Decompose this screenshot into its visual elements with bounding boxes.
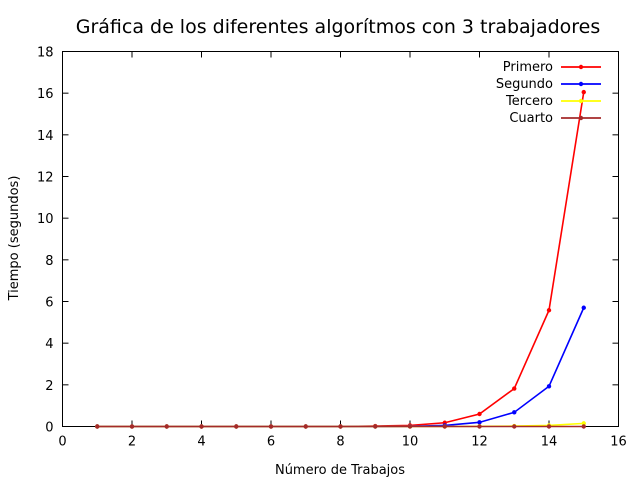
data-point-cuarto xyxy=(546,424,552,429)
x-tick-label: 4 xyxy=(197,435,205,450)
data-point-cuarto xyxy=(268,424,274,429)
x-tick-label: 14 xyxy=(541,435,558,450)
data-point-cuarto xyxy=(477,424,482,429)
x-tick-label: 8 xyxy=(336,435,344,450)
legend-marker-cuarto xyxy=(578,115,584,121)
x-tick-label: 6 xyxy=(267,435,275,450)
series-line-segundo xyxy=(97,307,585,428)
x-tick-label: 12 xyxy=(471,435,488,450)
data-point-tercero xyxy=(581,421,586,426)
data-point-cuarto xyxy=(164,424,169,429)
data-point-cuarto xyxy=(129,424,135,429)
data-point-cuarto xyxy=(512,424,517,429)
y-tick-label: 14 xyxy=(37,129,54,144)
series-line-primero xyxy=(97,91,585,428)
data-point-cuarto xyxy=(407,424,413,429)
data-point-primero xyxy=(477,411,482,417)
legend-label-primero: Primero xyxy=(503,60,553,75)
data-point-cuarto xyxy=(338,424,343,429)
y-tick-label: 2 xyxy=(45,379,53,394)
data-point-cuarto xyxy=(373,424,378,429)
legend-label-segundo: Segundo xyxy=(496,77,553,92)
data-point-primero xyxy=(546,308,552,313)
legend-label-tercero: Tercero xyxy=(505,94,553,109)
data-point-cuarto xyxy=(95,424,100,429)
y-tick-label: 0 xyxy=(45,421,53,436)
x-tick-label: 10 xyxy=(402,435,419,450)
data-point-segundo xyxy=(512,410,517,415)
data-point-segundo xyxy=(546,384,552,389)
legend-marker-primero xyxy=(578,64,584,70)
data-point-cuarto xyxy=(442,424,447,429)
y-tick-label: 16 xyxy=(37,87,54,102)
x-axis-label: Número de Trabajos xyxy=(275,463,405,478)
y-tick-label: 4 xyxy=(45,337,53,352)
data-point-cuarto xyxy=(199,424,204,429)
data-point-segundo xyxy=(477,420,482,425)
y-tick-label: 12 xyxy=(37,171,54,186)
axis-ticks: 0 2 4 6 8 10 12 14 16 0 2 4 6 8 10 12 14 16 18 xyxy=(37,46,627,450)
y-tick-label: 10 xyxy=(37,212,54,227)
x-tick-label: 0 xyxy=(58,435,66,450)
data-point-cuarto xyxy=(234,424,239,429)
data-point-cuarto xyxy=(303,424,308,429)
legend-label-cuarto: Cuarto xyxy=(509,111,553,126)
y-tick-label: 18 xyxy=(37,46,54,61)
y-tick-label: 8 xyxy=(45,254,53,269)
legend: Primero Segundo Tercero Cuarto xyxy=(496,60,601,126)
chart-title: Gráfica de los diferentes algorítmos con… xyxy=(76,16,601,38)
data-point-cuarto xyxy=(581,424,586,429)
data-point-primero xyxy=(512,386,517,391)
x-tick-label: 16 xyxy=(610,435,627,450)
x-tick-label: 2 xyxy=(128,435,136,450)
data-point-primero xyxy=(581,89,586,95)
data-point-segundo xyxy=(581,305,586,310)
series-layer xyxy=(95,89,586,429)
y-axis-label: Tiempo (segundos) xyxy=(7,176,22,302)
legend-marker-segundo xyxy=(578,81,584,87)
legend-marker-tercero xyxy=(578,98,584,104)
y-tick-label: 6 xyxy=(45,296,53,311)
